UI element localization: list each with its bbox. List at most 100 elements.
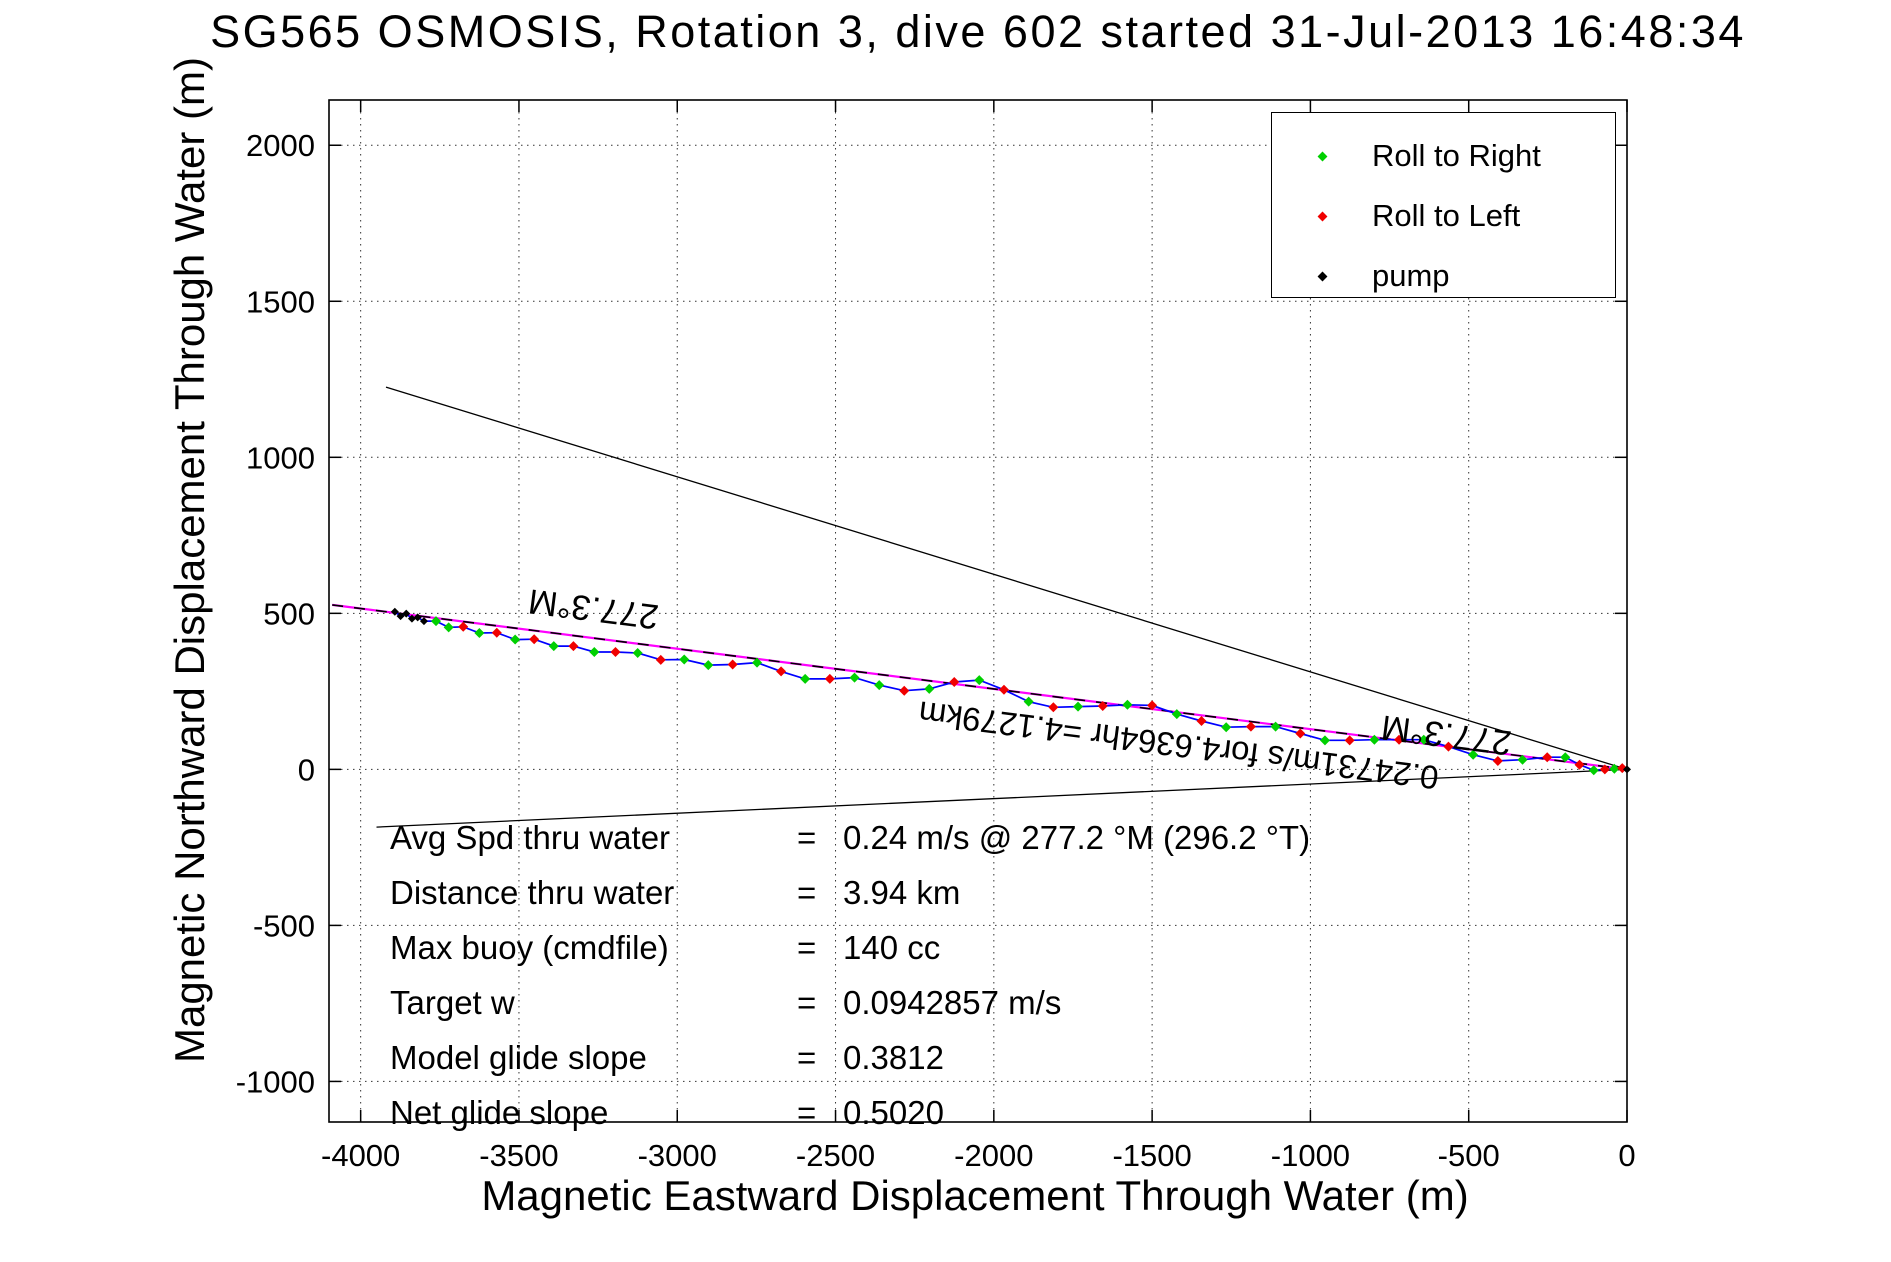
track-marker [1023,696,1034,707]
legend-label: pump [1372,258,1450,293]
y-tick-label: 1500 [246,284,315,319]
y-axis-label: Magnetic Northward Displacement Through … [166,56,213,1064]
track-marker [1418,734,1429,745]
x-tick-label: -2500 [796,1138,875,1173]
axes-box [328,99,1628,1123]
track-marker [396,612,405,621]
track-marker [800,673,811,684]
stats-value: 0.24 m/s @ 277.2 °M (296.2 °T) [843,819,1311,856]
track-marker [974,675,985,686]
track-marker [655,654,666,665]
track-marker [568,641,579,652]
track-marker [1599,764,1610,775]
course-annotation: 277.3°M [1379,707,1514,762]
track-marker [1097,701,1108,712]
track-marker [679,654,690,665]
stats-label: Distance thru water [390,874,675,911]
track-marker [431,616,442,627]
track-marker [824,673,835,684]
track-marker [407,614,416,623]
track-marker [899,685,910,696]
track-marker [390,607,399,616]
track-marker [402,609,411,618]
track-marker [1609,763,1620,774]
stats-label: Avg Spd thru water [390,819,671,856]
track-marker [529,634,540,645]
track-marker [548,641,559,652]
stats-equals: = [797,819,817,856]
track-marker [1517,754,1528,765]
track-marker [1492,755,1503,766]
y-tick-label: 0 [298,752,315,787]
x-tick-label: -1000 [1271,1138,1350,1173]
roll-left-marker-icon [1317,211,1328,221]
legend: Roll to Right Roll to Left pump [1271,112,1616,298]
stats-value: 0.3812 [843,1039,944,1076]
track-marker [1369,734,1380,745]
bearing-cone-lower-line [376,768,1628,828]
y-tick-label: 500 [263,596,315,631]
track-marker [1542,752,1553,763]
track-marker [1122,699,1133,710]
track-marker [1443,741,1454,752]
track-marker [1623,765,1631,774]
track-marker [1295,728,1306,739]
track-marker [752,657,763,668]
plot-title: SG565 OSMOSIS, Rotation 3, dive 602 star… [210,6,1746,57]
track-marker [610,647,621,658]
x-tick-label: -500 [1438,1138,1500,1173]
track-marker [458,621,469,632]
stats-value: 3.94 km [843,874,961,911]
x-tick-label: -2000 [954,1138,1033,1173]
track-marker [1394,734,1405,745]
stats-label: Max buoy (cmdfile) [390,929,669,966]
y-tick-label: 2000 [246,128,315,163]
stats-label: Target w [390,984,515,1021]
track-marker [924,683,935,694]
track-marker [1270,721,1281,732]
stats-value: 140 cc [843,929,941,966]
track-marker [589,647,600,658]
track-marker [491,627,502,638]
x-tick-label: -1500 [1112,1138,1191,1173]
stats-equals: = [797,874,817,911]
track-marker [632,647,643,658]
legend-item: Roll to Left [1272,186,1615,246]
track-marker [474,628,485,639]
track-marker [1574,759,1585,770]
stats-equals: = [797,1039,817,1076]
track-marker [1344,735,1355,746]
track-marker [1319,735,1330,746]
track-marker [949,676,960,687]
bearing-cone-upper-line [385,386,1628,771]
roll-right-marker-icon [1317,151,1328,161]
track-marker [1171,709,1182,720]
track-marker [703,660,714,671]
track-marker [413,613,422,622]
stats-value: 0.0942857 m/s [843,984,1062,1021]
track-marker [998,684,1009,695]
track-marker [1196,716,1207,727]
track-marker [419,617,428,626]
course-annotation: 277.3°M [526,581,661,636]
track-marker [1147,700,1158,711]
pump-marker-icon [1317,271,1328,281]
y-tick-label: -500 [253,908,315,943]
track-marker [1468,749,1479,760]
track-marker [1073,701,1084,712]
legend-item: pump [1272,246,1615,306]
track-marker [1221,722,1232,733]
x-tick-label: -3500 [479,1138,558,1173]
stats-equals: = [797,929,817,966]
track-marker [727,659,738,670]
track-marker [1048,702,1059,713]
legend-item: Roll to Right [1272,126,1615,186]
legend-label: Roll to Left [1372,198,1521,233]
track-marker [849,672,860,683]
track-marker [1560,752,1571,763]
course-annotation: 0.24731m/s for4.6364hr =4.1279km [916,694,1440,796]
stats-label: Net glide slope [390,1094,609,1131]
desired-course-line-line [332,604,1628,771]
